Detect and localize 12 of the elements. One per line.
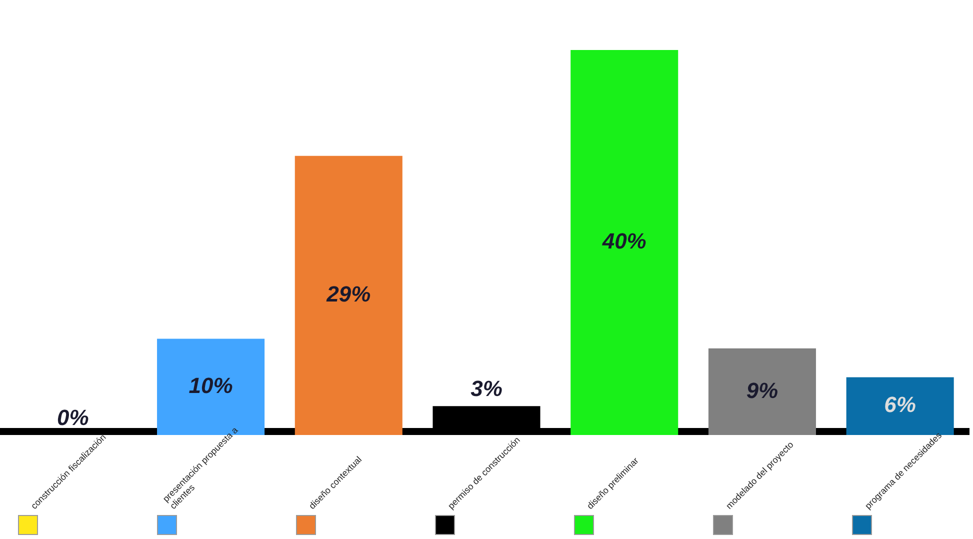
- bar: [708, 348, 816, 435]
- bar: [157, 338, 265, 435]
- data-label: 6%: [884, 392, 916, 418]
- data-label: 40%: [601, 228, 646, 254]
- bar: [570, 50, 678, 435]
- bar: [294, 156, 402, 435]
- data-label: 29%: [326, 282, 371, 306]
- data-label: 0%: [57, 405, 89, 430]
- data-label: 10%: [188, 372, 233, 398]
- bar: [846, 377, 954, 435]
- data-label: 9%: [746, 378, 778, 403]
- data-label: 3%: [470, 376, 502, 402]
